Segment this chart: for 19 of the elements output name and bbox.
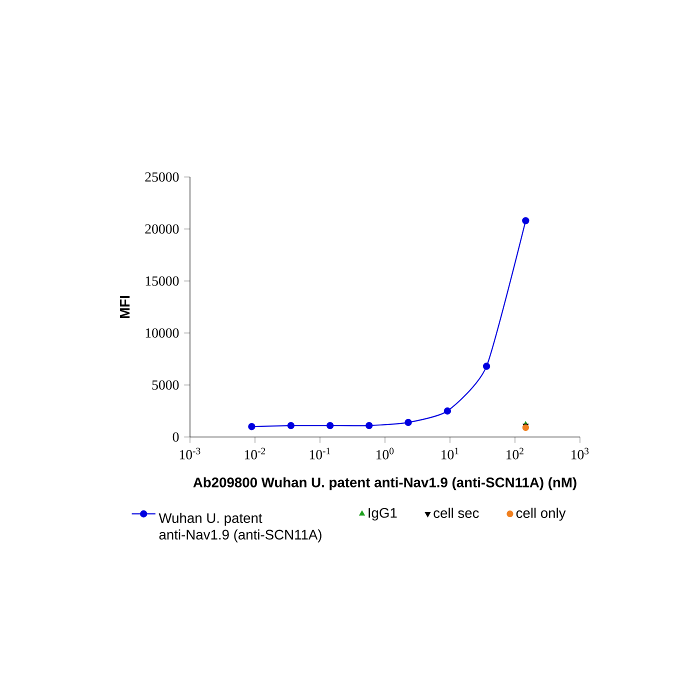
y-tick-label: 15000 (146, 276, 179, 286)
y-tick-label: 25000 (145, 172, 179, 182)
y-tick-label: 10000 (146, 328, 179, 338)
y-axis-title: MFI (120, 296, 130, 318)
x-tick-label: 10$^{1}$ (442, 448, 458, 460)
x-axis-title: Ab209800 Wuhan U. patent anti-Nav1.9 (anti-SCN11A) (nM) (193, 477, 576, 490)
legend-label: Wuhan U. patent anti-Nav1.9 (anti-SCN11A) (158, 512, 322, 542)
legend-label: cell sec (434, 508, 479, 518)
x-tick-label: 10$^{2}$ (506, 448, 524, 460)
x-tick-label: 10$^{-2}$ (244, 448, 266, 460)
x-tick-label: 10$^{3}$ (572, 448, 589, 460)
y-tick-label: 20000 (145, 224, 179, 234)
x-tick-label: 10$^{-3}$ (180, 448, 200, 460)
legend-label: IgG1 (368, 508, 397, 521)
x-tick-label: 10$^{-1}$ (310, 448, 330, 460)
x-tick-label: 10$^{0}$ (376, 448, 394, 460)
legend-label: cell only (516, 508, 566, 521)
y-tick-label: 0 (172, 432, 179, 442)
y-tick-label: 5000 (152, 380, 179, 390)
